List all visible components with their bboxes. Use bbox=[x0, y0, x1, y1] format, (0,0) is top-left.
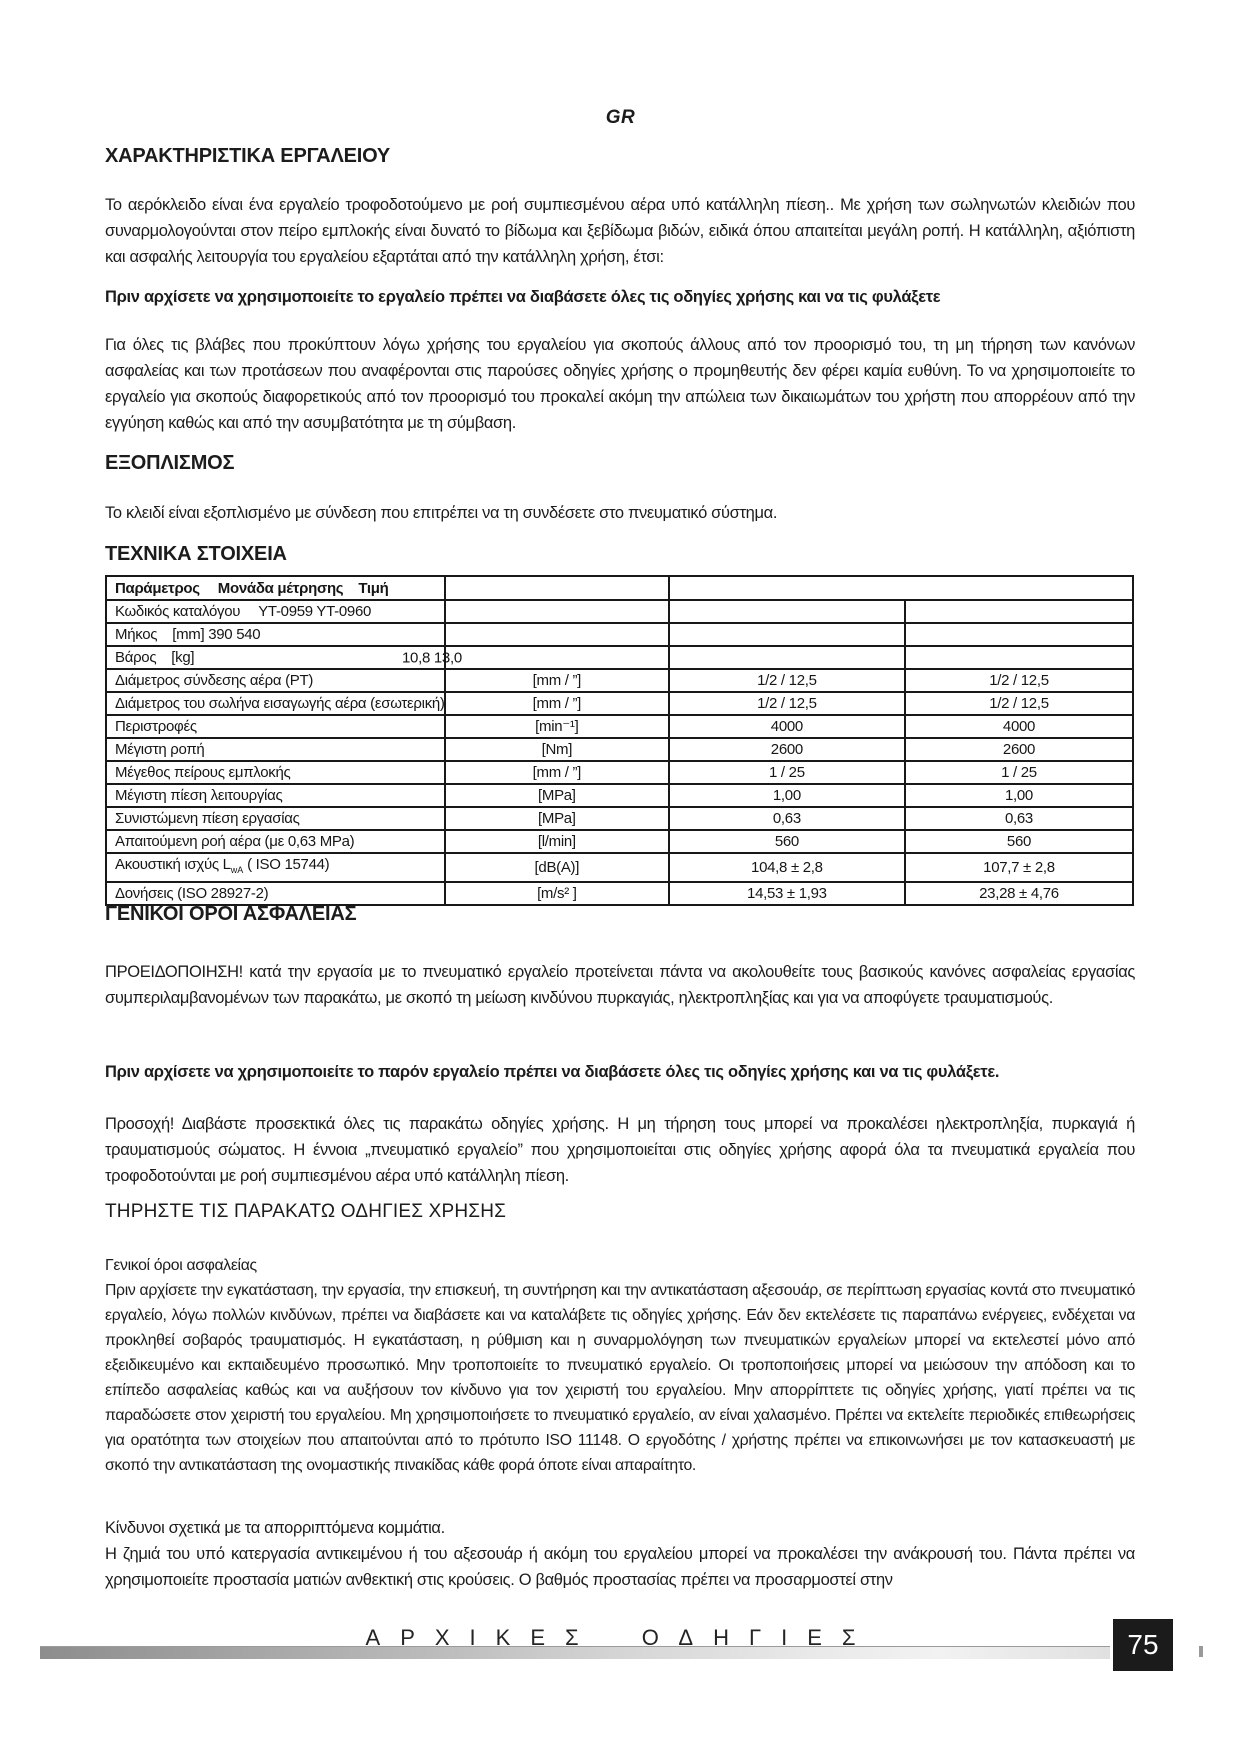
technical-data-table: Παράμετρος Μονάδα μέτρησης Τιμή Κωδικός κα… bbox=[105, 575, 1135, 906]
header-cell-parameter: Παράμετρος Μονάδα μέτρησης Τιμή bbox=[105, 575, 446, 601]
weight-value-overflow: 10,8 13,0 bbox=[402, 649, 462, 666]
subheading-ejected-parts-risk: Κίνδυνοι σχετικά με τα απορριπτόμενα κομ… bbox=[105, 1519, 445, 1537]
print-edge-mark bbox=[1199, 1646, 1203, 1657]
section-title-characteristics: ΧΑΡΑΚΤΗΡΙΣΤΙΚΑ ΕΡΓΑΛΕΙΟΥ bbox=[105, 145, 391, 167]
table-row: Μέγιστη πίεση λειτουργίας [MPa] 1,00 1,0… bbox=[105, 783, 1135, 808]
table-row: Κωδικός καταλόγου YT-0959 YT-0960 bbox=[105, 599, 1135, 624]
subheading-general-terms: Γενικοί όροι ασφαλείας bbox=[105, 1257, 257, 1274]
section-title-technical-data: ΤΕΧΝΙΚΑ ΣΤΟΙΧΕΙΑ bbox=[105, 543, 287, 565]
paragraph-caution: Προσοχή! Διαβάστε προσεκτικά όλες τις πα… bbox=[105, 1115, 1135, 1185]
language-code: GR bbox=[605, 107, 636, 128]
table-row: Μήκος [mm] 390 540 bbox=[105, 622, 1135, 647]
paragraph-ejected-parts-risk: Η ζημιά του υπό κατεργασία αντικειμένου … bbox=[105, 1545, 1135, 1589]
table-row: Μέγεθος πείρους εμπλοκής [mm / ”] 1 / 25… bbox=[105, 760, 1135, 785]
section-title-follow-instructions: ΤΗΡΗΣΤΕ ΤΙΣ ΠΑΡΑΚΑΤΩ ΟΔΗΓΙΕΣ ΧΡΗΣΗΣ bbox=[105, 1201, 507, 1222]
section-title-general-safety: ΓΕΝΙΚΟΙ ΟΡΟΙ ΑΣΦΑΛΕΙΑΣ bbox=[105, 903, 357, 925]
paragraph-intro: Το αερόκλειδο είναι ένα εργαλείο τροφοδο… bbox=[105, 196, 1135, 266]
table-row: Διάμετρος του σωλήνα εισαγωγής αέρα (εσω… bbox=[105, 691, 1135, 716]
paragraph-equipment: Το κλειδί είναι εξοπλισμένο με σύνδεση π… bbox=[105, 504, 778, 522]
section-title-equipment: ΕΞΟΠΛΙΣΜΟΣ bbox=[105, 452, 235, 474]
paragraph-general-terms: Πριν αρχίσετε την εγκατάσταση, την εργασ… bbox=[105, 1282, 1135, 1474]
general-terms-block: Γενικοί όροι ασφαλείας Πριν αρχίσετε την… bbox=[105, 1253, 1135, 1478]
page-number: 75 bbox=[1127, 1629, 1159, 1660]
table-row: Διάμετρος σύνδεσης αέρα (PT) [mm / ”] 1/… bbox=[105, 668, 1135, 693]
table-header-row: Παράμετρος Μονάδα μέτρησης Τιμή bbox=[105, 575, 1135, 601]
paragraph-liability: Για όλες τις βλάβες που προκύπτουν λόγω … bbox=[105, 336, 1135, 432]
acoustic-power-subscript: wA bbox=[230, 865, 244, 875]
bold-read-instructions-2: Πριν αρχίσετε να χρησιμοποιείτε το παρόν… bbox=[105, 1063, 1000, 1081]
footer-gradient-bar bbox=[40, 1646, 1110, 1659]
bold-read-instructions-1: Πριν αρχίσετε να χρησιμοποιείτε το εργαλ… bbox=[105, 288, 941, 306]
table-row: Συνιστώμενη πίεση εργασίας [MPa] 0,63 0,… bbox=[105, 806, 1135, 831]
footer-title: ΑΡΧΙΚΕΣ ΟΔΗΓΙΕΣ bbox=[365, 1625, 876, 1650]
table-row: Μέγιστη ροπή [Nm] 2600 2600 bbox=[105, 737, 1135, 762]
table-row: Δονήσεις (ISO 28927-2) [m/s² ] 14,53 ± 1… bbox=[105, 881, 1135, 906]
table-row: Απαιτούμενη ροή αέρα (με 0,63 MPa) [l/mi… bbox=[105, 829, 1135, 854]
paragraph-warning: ΠΡΟΕΙΔΟΠΟΙΗΣΗ! κατά την εργασία με το πν… bbox=[105, 963, 1135, 1007]
page-number-badge: 75 bbox=[1113, 1619, 1173, 1671]
table-row: Ακουστική ισχύς LwA ( ISO 15744) [dB(A)]… bbox=[105, 852, 1135, 883]
table-row: Περιστροφές [min⁻¹] 4000 4000 bbox=[105, 714, 1135, 739]
table-row: Βάρος [kg] 10,8 13,0 bbox=[105, 645, 1135, 670]
risk-block: Κίνδυνοι σχετικά με τα απορριπτόμενα κομ… bbox=[105, 1515, 1135, 1593]
